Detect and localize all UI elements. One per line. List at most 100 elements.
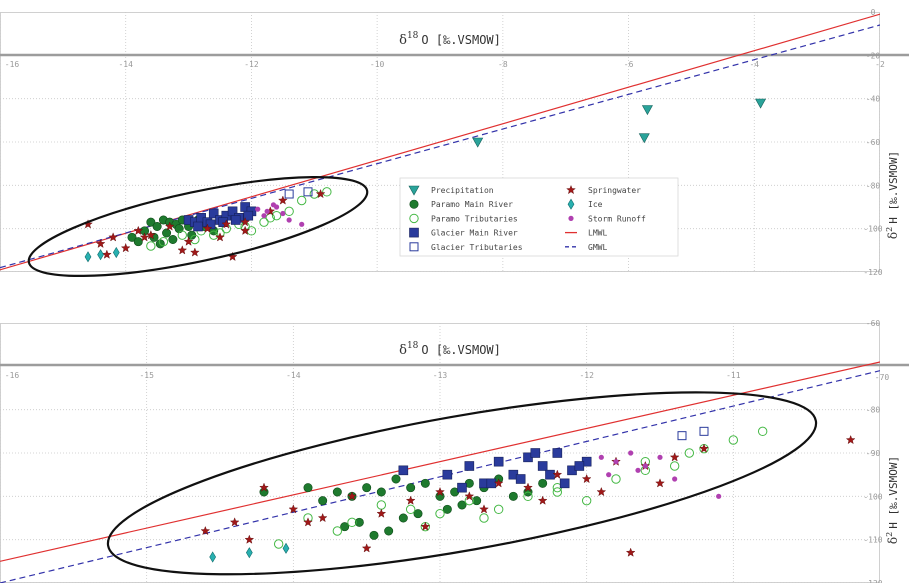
springwater-point [493, 478, 504, 488]
springwater-point [215, 232, 225, 242]
paramo-main-river-point [391, 474, 401, 484]
glacier-main-river-point [559, 478, 570, 489]
paramo-main-river-point [406, 483, 416, 493]
springwater-point [139, 232, 150, 242]
paramo-tributaries-point [523, 491, 533, 502]
x-tick-label: -12 [579, 371, 594, 380]
springwater-point [376, 508, 387, 518]
y-tick-label: -20 [866, 51, 881, 60]
paramo-tributaries-point [493, 504, 504, 515]
storm-runoff-point [270, 202, 277, 208]
glacier-main-river-point [515, 474, 526, 484]
paramo-main-river-point [472, 496, 482, 506]
x-axis-title-rest: O [‰.VSMOW] [421, 33, 500, 47]
paramo-main-river-point [318, 496, 328, 506]
precipitation-point [638, 133, 650, 144]
paramo-tributaries-point [297, 195, 307, 206]
storm-runoff-point [628, 450, 634, 456]
legend-swatch-springwater [566, 184, 576, 195]
paramo-tributaries-point [669, 461, 680, 471]
glacier-main-river-point [552, 448, 563, 458]
x-tick-label: -6 [624, 60, 634, 69]
legend-label: Paramo Tributaries [431, 214, 518, 223]
springwater-point [581, 473, 592, 484]
springwater-point [229, 517, 240, 527]
precipitation-point [641, 105, 653, 116]
paramo-tributaries-point [405, 504, 416, 515]
springwater-point [133, 225, 144, 235]
springwater-point [361, 543, 372, 553]
springwater-point [120, 243, 131, 253]
storm-runoff-point [280, 210, 286, 217]
springwater-point [177, 245, 188, 255]
ice-point [282, 542, 290, 554]
paramo-tributaries-point [435, 508, 445, 519]
glacier-main-river-point [208, 208, 219, 219]
paramo-tributaries-point [684, 448, 695, 458]
x-tick-label: -10 [370, 60, 385, 69]
springwater-point [259, 482, 269, 492]
legend-swatch-precipitation [408, 185, 420, 196]
x-axis-title-delta: δ [399, 33, 407, 48]
paramo-tributaries-point [728, 435, 739, 445]
ice-point [112, 246, 120, 259]
legend-swatch-ice [567, 198, 575, 210]
precipitation-point [472, 137, 484, 148]
storm-runoff-point [299, 221, 305, 227]
x-tick-label: -2 [875, 60, 885, 69]
lmwl-line [0, 361, 880, 562]
springwater-point [347, 491, 357, 501]
y-tick-label: -60 [866, 138, 881, 147]
paramo-tributaries-point [376, 500, 387, 510]
y-axis-title: δ2 H [‰.VSMOW] [885, 456, 900, 544]
top-scatter-panel: -16 -14 -12 -10 -8 -6 -4 -2-20 -40 -60 -80 -100 -120… [0, 8, 909, 278]
springwater-point [288, 504, 299, 514]
paramo-tributaries-point [309, 189, 319, 199]
springwater-point [183, 236, 194, 246]
x-axis-title-sup: 18 [407, 31, 419, 41]
y-tick-label: -110 [863, 536, 882, 545]
glacier-main-river-point [398, 465, 409, 476]
springwater-point [537, 495, 548, 505]
paramo-tributaries-point [273, 539, 284, 549]
gmwl-line [0, 370, 880, 583]
paramo-main-river-point [369, 530, 379, 540]
glacier-main-river-point [205, 219, 216, 230]
glacier-main-river-point [537, 461, 548, 471]
paramo-tributaries-point [284, 206, 294, 217]
x-tick-label: -13 [433, 371, 448, 380]
paramo-main-river-point [162, 228, 172, 238]
y-tick-label: -100 [863, 492, 882, 501]
paramo-main-river-point [133, 237, 143, 247]
legend-label: Glacier Main River [431, 229, 518, 238]
paramo-main-river-point [174, 224, 184, 234]
y-axis-title-delta: δ [886, 537, 900, 544]
glacier-main-river-point [193, 221, 203, 232]
springwater-point [202, 223, 213, 233]
storm-runoff-point [613, 459, 619, 465]
storm-runoff-point [598, 454, 604, 460]
x-axis-title: δ18 O [‰.VSMOW] [399, 31, 501, 48]
highlight-ellipse [106, 391, 818, 576]
paramo-tributaries-point [146, 241, 156, 251]
storm-runoff-point [657, 454, 663, 460]
gridlines [0, 323, 880, 583]
y-tick-label-top: -60 [866, 319, 881, 328]
legend: Precipitation Paramo Main River Paramo Tri… [399, 177, 679, 257]
springwater-point [845, 434, 856, 445]
y-axis-title-sup: 2 [885, 227, 894, 232]
data-points [200, 426, 856, 563]
y-axis-title-delta: δ [886, 232, 900, 239]
springwater-point [699, 443, 709, 453]
y-axis-title-rest: H [‰.VSMOW] [887, 151, 900, 224]
paramo-main-river-point [413, 509, 423, 519]
springwater-point [315, 188, 326, 199]
glacier-main-river-point [442, 469, 453, 480]
x-tick-label: -15 [139, 371, 154, 380]
paramo-main-river-point [168, 235, 178, 245]
springwater-point [317, 512, 328, 523]
legend-swatch-storm-runoff [568, 215, 574, 221]
springwater-point [164, 221, 175, 231]
paramo-main-river-point [127, 232, 137, 242]
